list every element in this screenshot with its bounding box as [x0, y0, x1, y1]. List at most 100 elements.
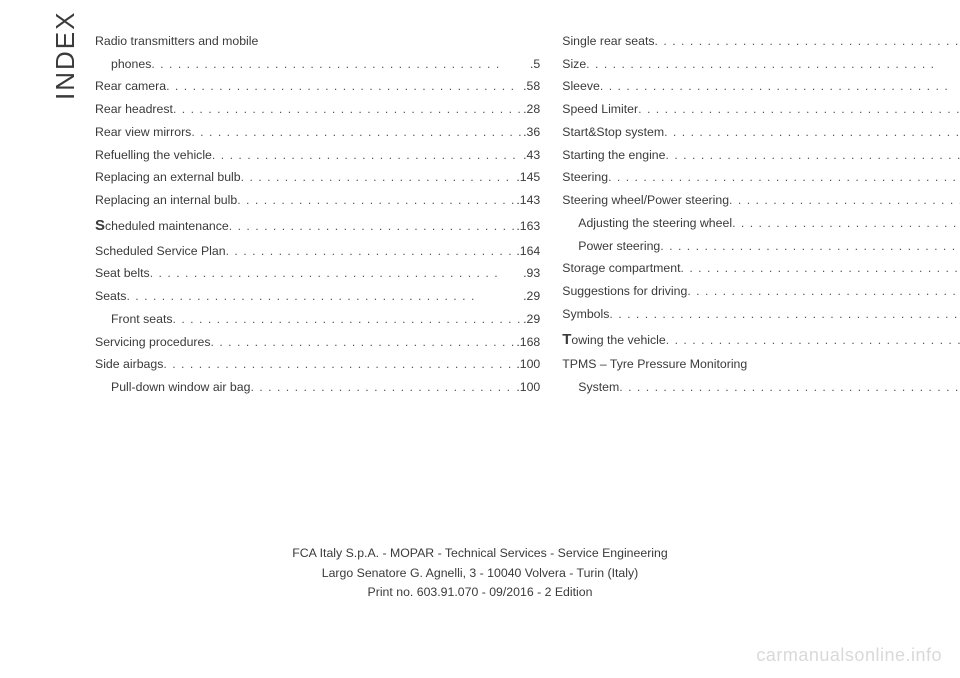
footer-line-3: Print no. 603.91.070 - 09/2016 - 2 Editi… — [0, 583, 960, 603]
index-entry: Symbols . . . . . . . . . . . . . . . . … — [562, 303, 960, 326]
dot-leader: . . . . . . . . . . . . . . . . . . . . … — [660, 235, 960, 258]
index-entry-text: Seats — [95, 285, 126, 308]
index-entry: Scheduled maintenance . . . . . . . . . … — [95, 212, 540, 240]
dot-leader: . . . . . . . . . . . . . . . . . . . . … — [166, 75, 521, 98]
dot-leader: . . . . . . . . . . . . . . . . . . . . … — [666, 329, 960, 352]
dot-leader: . . . . . . . . . . . . . . . . . . . . … — [191, 121, 521, 144]
dot-leader: . . . . . . . . . . . . . . . . . . . . … — [250, 376, 514, 399]
index-entry-text: Rear view mirrors — [95, 121, 191, 144]
index-page-number: .43 — [521, 144, 540, 167]
index-entry-text: Front seats — [111, 308, 173, 331]
index-entry-text: Pull-down window air bag — [111, 376, 250, 399]
index-entry: Power steering . . . . . . . . . . . . .… — [562, 235, 960, 258]
watermark: carmanualsonline.info — [756, 645, 942, 666]
index-entry: Front seats . . . . . . . . . . . . . . … — [95, 308, 540, 331]
index-entry-text: Single rear seats — [562, 30, 654, 53]
index-entry-text: Refuelling the vehicle — [95, 144, 212, 167]
index-page-number: .163 — [514, 215, 540, 238]
index-entry: Pull-down window air bag . . . . . . . .… — [95, 376, 540, 399]
index-page-number: .168 — [514, 331, 540, 354]
index-entry-text: System — [578, 376, 619, 399]
index-page-number: .93 — [521, 262, 540, 285]
index-page-number: .36 — [521, 121, 540, 144]
index-entry-text: Side airbags — [95, 353, 163, 376]
index-entry-text: TPMS – Tyre Pressure Monitoring — [562, 353, 960, 376]
index-columns: Radio transmitters and mobilephones . . … — [95, 30, 910, 399]
index-entry-text: Rear headrest — [95, 98, 173, 121]
index-entry: Sleeve . . . . . . . . . . . . . . . . .… — [562, 75, 960, 98]
footer-line-1: FCA Italy S.p.A. - MOPAR - Technical Ser… — [0, 544, 960, 564]
index-page-number: .164 — [514, 240, 540, 263]
index-entry: Scheduled Service Plan . . . . . . . . .… — [95, 240, 540, 263]
index-entry-text: Rear camera — [95, 75, 166, 98]
index-entry: Suggestions for driving . . . . . . . . … — [562, 280, 960, 303]
index-entry: Refuelling the vehicle . . . . . . . . .… — [95, 144, 540, 167]
index-entry-text: Replacing an internal bulb — [95, 189, 237, 212]
dot-leader: . . . . . . . . . . . . . . . . . . . . … — [638, 98, 960, 121]
index-entry-text: Starting the engine — [562, 144, 665, 167]
index-entry-text: Suggestions for driving — [562, 280, 687, 303]
section-letter: T — [562, 331, 571, 348]
dot-leader: . . . . . . . . . . . . . . . . . . . . … — [211, 331, 515, 354]
index-entry: Side airbags . . . . . . . . . . . . . .… — [95, 353, 540, 376]
index-entry-text: Servicing procedures — [95, 331, 211, 354]
dot-leader: . . . . . . . . . . . . . . . . . . . . … — [173, 98, 521, 121]
dot-leader: . . . . . . . . . . . . . . . . . . . . … — [586, 53, 960, 76]
index-page-number: .29 — [521, 285, 540, 308]
index-page-number: .145 — [514, 166, 540, 189]
index-entry: Steering . . . . . . . . . . . . . . . .… — [562, 166, 960, 189]
index-entry-text: Scheduled Service Plan — [95, 240, 226, 263]
index-column-2: Single rear seats . . . . . . . . . . . … — [562, 30, 960, 399]
index-entry: Steering wheel/Power steering . . . . . … — [562, 189, 960, 212]
dot-leader: . . . . . . . . . . . . . . . . . . . . … — [150, 262, 521, 285]
index-entry: Radio transmitters and mobilephones . . … — [95, 30, 540, 75]
index-entry-text: Adjusting the steering wheel — [578, 212, 732, 235]
dot-leader: . . . . . . . . . . . . . . . . . . . . … — [600, 75, 960, 98]
index-entry: Starting the engine . . . . . . . . . . … — [562, 144, 960, 167]
index-page-number: .28 — [521, 98, 540, 121]
index-entry: TPMS – Tyre Pressure MonitoringSystem . … — [562, 353, 960, 398]
index-entry-text: phones — [111, 53, 151, 76]
index-entry: Single rear seats . . . . . . . . . . . … — [562, 30, 960, 53]
index-entry-text: Radio transmitters and mobile — [95, 30, 540, 53]
section-letter: S — [95, 217, 105, 234]
dot-leader: . . . . . . . . . . . . . . . . . . . . … — [212, 144, 521, 167]
index-entry-text: Steering — [562, 166, 608, 189]
index-entry-text: Storage compartment — [562, 257, 680, 280]
dot-leader: . . . . . . . . . . . . . . . . . . . . … — [173, 308, 522, 331]
dot-leader: . . . . . . . . . . . . . . . . . . . . … — [664, 121, 960, 144]
index-entry: Replacing an external bulb . . . . . . .… — [95, 166, 540, 189]
dot-leader: . . . . . . . . . . . . . . . . . . . . … — [619, 376, 960, 399]
footer: FCA Italy S.p.A. - MOPAR - Technical Ser… — [0, 544, 960, 603]
index-page-number: .58 — [521, 75, 540, 98]
index-entry: Towing the vehicle . . . . . . . . . . .… — [562, 326, 960, 354]
index-entry: Storage compartment . . . . . . . . . . … — [562, 257, 960, 280]
index-entry: Seats . . . . . . . . . . . . . . . . . … — [95, 285, 540, 308]
index-entry: Rear headrest . . . . . . . . . . . . . … — [95, 98, 540, 121]
dot-leader: . . . . . . . . . . . . . . . . . . . . … — [608, 166, 960, 189]
dot-leader: . . . . . . . . . . . . . . . . . . . . … — [665, 144, 960, 167]
dot-leader: . . . . . . . . . . . . . . . . . . . . … — [732, 212, 960, 235]
index-entry: Start&Stop system . . . . . . . . . . . … — [562, 121, 960, 144]
dot-leader: . . . . . . . . . . . . . . . . . . . . … — [687, 280, 960, 303]
index-column-1: Radio transmitters and mobilephones . . … — [95, 30, 540, 399]
index-entry-text: Steering wheel/Power steering — [562, 189, 729, 212]
index-entry-text: Replacing an external bulb — [95, 166, 241, 189]
index-page-number: .5 — [528, 53, 540, 76]
index-entry: Speed Limiter . . . . . . . . . . . . . … — [562, 98, 960, 121]
index-heading: INDEX — [50, 11, 81, 100]
index-entry-text: Start&Stop system — [562, 121, 664, 144]
dot-leader: . . . . . . . . . . . . . . . . . . . . … — [163, 353, 514, 376]
dot-leader: . . . . . . . . . . . . . . . . . . . . … — [151, 53, 528, 76]
dot-leader: . . . . . . . . . . . . . . . . . . . . … — [237, 189, 514, 212]
index-entry-text: Scheduled maintenance — [95, 212, 229, 240]
index-entry: Adjusting the steering wheel . . . . . .… — [562, 212, 960, 235]
index-entry: Rear view mirrors . . . . . . . . . . . … — [95, 121, 540, 144]
dot-leader: . . . . . . . . . . . . . . . . . . . . … — [241, 166, 515, 189]
index-page-number: .100 — [514, 353, 540, 376]
dot-leader: . . . . . . . . . . . . . . . . . . . . … — [729, 189, 960, 212]
index-entry: Servicing procedures . . . . . . . . . .… — [95, 331, 540, 354]
index-entry-text: Power steering — [578, 235, 660, 258]
dot-leader: . . . . . . . . . . . . . . . . . . . . … — [681, 257, 960, 280]
dot-leader: . . . . . . . . . . . . . . . . . . . . … — [609, 303, 960, 326]
